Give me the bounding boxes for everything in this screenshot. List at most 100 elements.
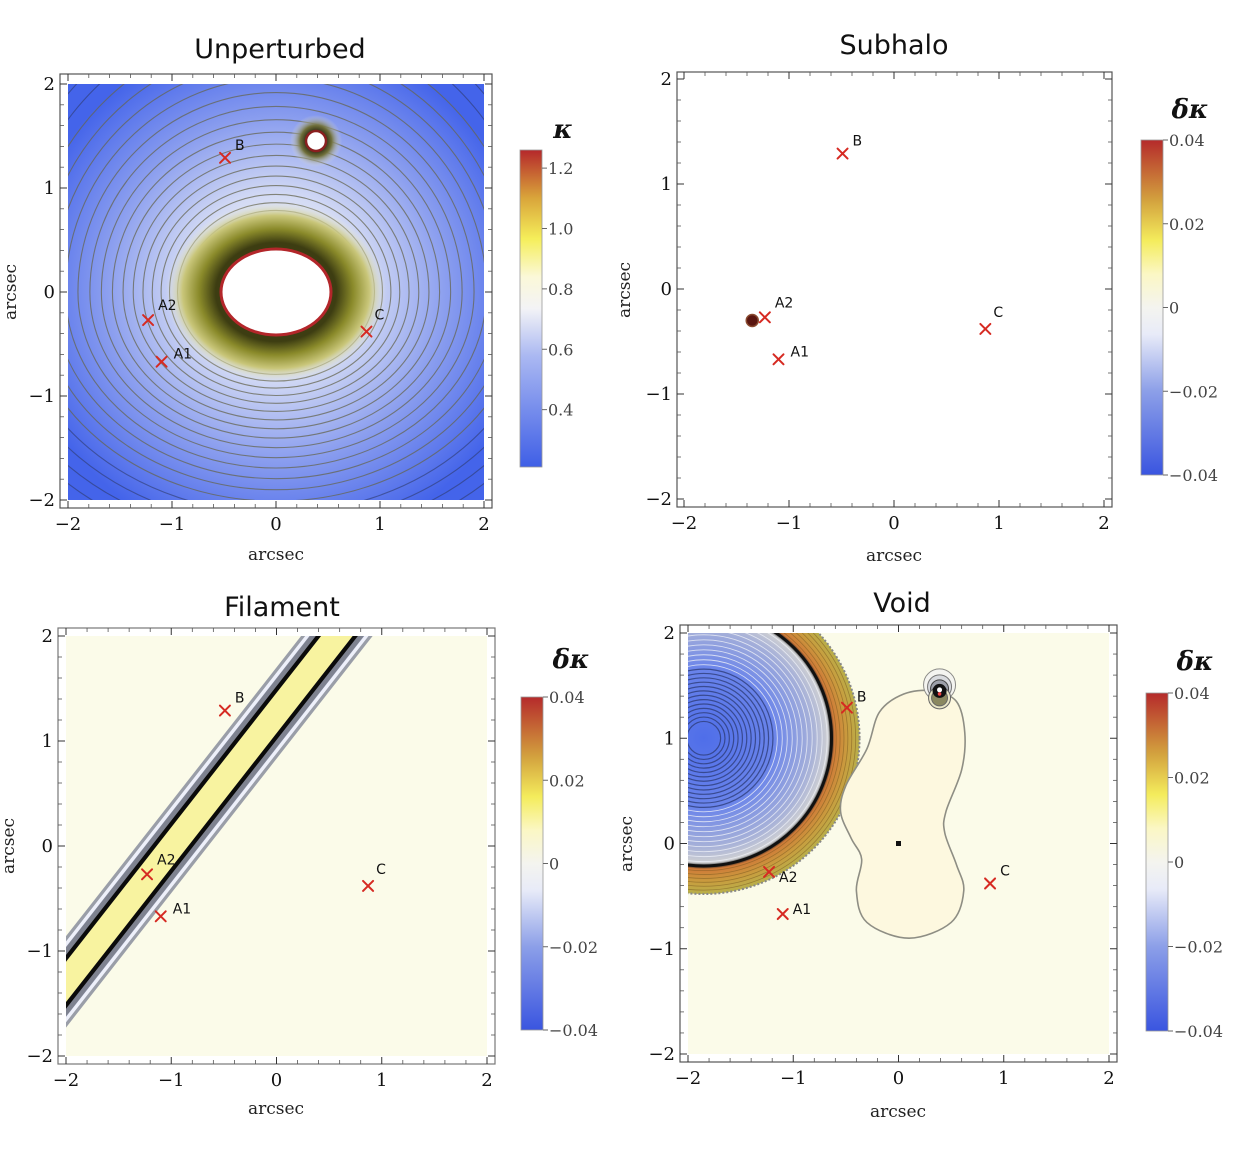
image-marker-c: C bbox=[362, 862, 386, 892]
y-tick-label: 2 bbox=[42, 626, 53, 647]
x-tick-label: −1 bbox=[158, 1070, 185, 1091]
contour-line bbox=[151, 175, 401, 397]
colorbar-tick-label: −0.02 bbox=[549, 938, 598, 957]
plot-frame bbox=[676, 71, 1113, 508]
colorbar-tick-label: 1.2 bbox=[548, 159, 573, 178]
image-markers: B A2 A1 C bbox=[763, 690, 1010, 921]
image-marker-a2: A2 bbox=[763, 865, 798, 886]
x-tick-label: 2 bbox=[481, 1070, 492, 1091]
axis-ticks: −2 −1 0 1 2 2 1 0 −1 −2 bbox=[26, 626, 495, 1091]
main-lens-core bbox=[219, 247, 333, 337]
colorbar-ticks: 1.2 1.0 0.8 0.6 0.4 bbox=[542, 159, 573, 420]
contour-line bbox=[68, 84, 484, 491]
cross-icon bbox=[836, 147, 849, 160]
void-contour bbox=[688, 649, 793, 828]
void-contour bbox=[688, 681, 761, 795]
filament-contour bbox=[66, 636, 308, 945]
x-tick-label: 2 bbox=[1098, 513, 1109, 534]
cross-icon bbox=[219, 151, 232, 164]
y-tick-label: −2 bbox=[645, 489, 672, 510]
image-label: C bbox=[1000, 863, 1010, 879]
void-contour bbox=[688, 672, 770, 804]
y-tick-label: 1 bbox=[44, 178, 55, 199]
y-tick-label: −2 bbox=[26, 1046, 53, 1067]
image-marker-c: C bbox=[360, 308, 384, 338]
colorbar-tick-label: −0.04 bbox=[1169, 466, 1218, 485]
y-axis-label: arcsec bbox=[0, 818, 19, 874]
cross-icon bbox=[772, 353, 785, 366]
zero-contour bbox=[839, 689, 966, 940]
y-tick-label: 0 bbox=[661, 279, 672, 300]
cross-icon bbox=[979, 322, 992, 335]
image-marker-a2: A2 bbox=[758, 295, 793, 324]
x-tick-label: 2 bbox=[1103, 1068, 1114, 1089]
filament-contour bbox=[66, 636, 309, 947]
image-marker-b: B bbox=[218, 691, 245, 717]
colorbar-tick-label: 0 bbox=[549, 855, 559, 874]
colorbar-tick-label: 0.04 bbox=[1169, 131, 1205, 150]
x-tick-label: 0 bbox=[270, 514, 281, 535]
y-tick-label: 0 bbox=[664, 834, 675, 855]
image-label: A1 bbox=[174, 347, 192, 363]
contour-line bbox=[77, 92, 475, 459]
colorbar-tick-label: 0.02 bbox=[1169, 215, 1205, 234]
void-contour bbox=[688, 639, 803, 838]
cross-icon bbox=[154, 910, 167, 923]
image-label: A1 bbox=[793, 902, 811, 918]
image-marker-b: B bbox=[840, 690, 867, 714]
x-axis-label: arcsec bbox=[248, 545, 304, 565]
filament-contour bbox=[66, 636, 366, 1020]
y-axis-label: arcsec bbox=[615, 262, 635, 318]
void-contour bbox=[688, 633, 841, 875]
x-tick-label: −1 bbox=[780, 1068, 807, 1089]
image-marker-a1: A1 bbox=[772, 344, 809, 366]
panel-filament: Filament −2 −1 0 1 2 2 1 0 −1 −2 B A2 A1 C arcsec ar… bbox=[0, 592, 598, 1119]
image-label: B bbox=[235, 138, 245, 154]
axis-ticks: −2 −1 0 1 2 2 1 0 −1 −2 bbox=[648, 623, 1117, 1089]
image-label: A1 bbox=[791, 344, 809, 360]
image-markers: B A2 A1 C bbox=[142, 138, 384, 368]
image-marker-a1: A1 bbox=[776, 902, 811, 921]
image-markers: B A2 A1 C bbox=[141, 691, 386, 923]
colorbar-tick-label: 0.6 bbox=[548, 340, 573, 359]
contour-line bbox=[142, 165, 410, 404]
subhalo-perturbation bbox=[745, 313, 759, 328]
void-contour bbox=[688, 703, 739, 774]
lens-center-marker bbox=[896, 841, 901, 846]
filament-contour bbox=[66, 636, 368, 1021]
image-marker-b: B bbox=[219, 138, 245, 164]
y-tick-label: 1 bbox=[42, 731, 53, 752]
image-markers: B A2 A1 C bbox=[758, 134, 1003, 366]
colorbar bbox=[1145, 692, 1169, 1032]
y-tick-label: −1 bbox=[645, 384, 672, 405]
filament-contour bbox=[66, 636, 307, 944]
filament-stripe bbox=[66, 636, 373, 1028]
image-label: A2 bbox=[779, 870, 797, 886]
image-label: B bbox=[235, 691, 245, 707]
y-axis-label: arcsec bbox=[617, 816, 637, 872]
cross-icon bbox=[360, 325, 373, 338]
image-label: B bbox=[853, 134, 863, 150]
x-axis-label: arcsec bbox=[870, 1102, 926, 1122]
x-tick-label: 1 bbox=[376, 1070, 387, 1091]
image-marker-b: B bbox=[836, 134, 863, 160]
image-label: B bbox=[857, 690, 867, 706]
colorbar-ticks: 0.04 0.02 0 −0.02 −0.04 bbox=[1163, 131, 1218, 485]
y-axis-label: arcsec bbox=[1, 264, 21, 320]
satellite-residual bbox=[923, 668, 957, 710]
colorbar-tick-label: 0.4 bbox=[548, 401, 573, 420]
y-tick-label: −1 bbox=[648, 939, 675, 960]
x-tick-label: 0 bbox=[271, 1070, 282, 1091]
image-label: A2 bbox=[775, 295, 793, 311]
cross-icon bbox=[141, 868, 154, 881]
void-contour bbox=[688, 634, 808, 843]
colorbar-title: δκ bbox=[1176, 647, 1214, 677]
image-label: A2 bbox=[157, 852, 175, 868]
x-tick-label: 2 bbox=[478, 514, 489, 535]
y-tick-label: 2 bbox=[44, 74, 55, 95]
y-tick-label: −1 bbox=[28, 386, 55, 407]
colorbar-tick-label: 0.8 bbox=[548, 280, 573, 299]
colorbar-tick-label: −0.02 bbox=[1169, 382, 1218, 401]
y-tick-label: 1 bbox=[661, 174, 672, 195]
